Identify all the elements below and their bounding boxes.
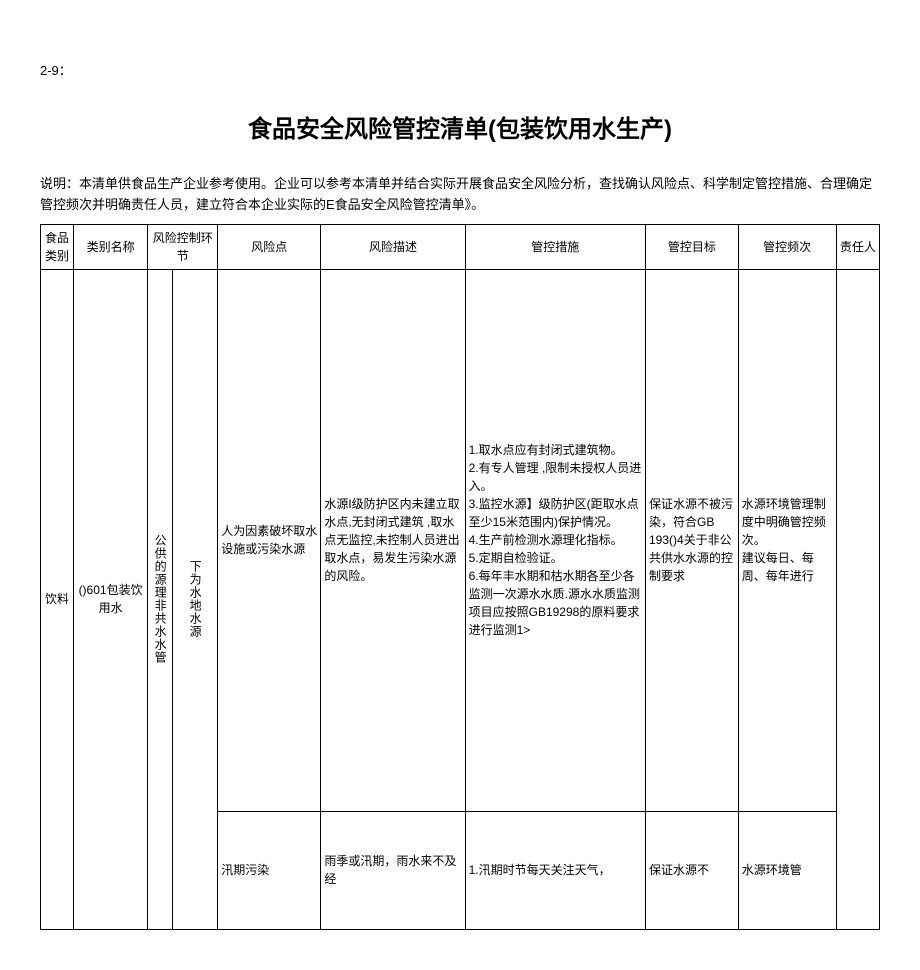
table-header-row: 食品类别 类别名称 风险控制环节 风险点 风险描述 管控措施 管控目标 管控频次… [41, 224, 880, 269]
header-risk-point: 风险点 [218, 224, 321, 269]
cell-control-freq: 水源环境管理制度中明确管控频次。 建议每日、每周、每年进行 [738, 269, 836, 811]
cell-control-freq: 水源环境管 [738, 811, 836, 929]
cell-risk-point: 人为因素破坏取水设施或污染水源 [218, 269, 321, 811]
cell-control-target: 保证水源不 [645, 811, 738, 929]
header-control-target: 管控目标 [645, 224, 738, 269]
cell-control-target: 保证水源不被污染，符合GB 193()4关于非公共供水水源的控制要求 [645, 269, 738, 811]
header-food-category: 食品类别 [41, 224, 74, 269]
header-control-measure: 管控措施 [465, 224, 645, 269]
cell-product-name: ()601包装饮用水 [73, 269, 147, 929]
cell-control-measure: 1.取水点应有封闭式建筑物。 2.有专人管理 ,限制未授权人员进入。 3.监控水… [465, 269, 645, 811]
header-responsible: 责任人 [836, 224, 879, 269]
risk-control-table: 食品类别 类别名称 风险控制环节 风险点 风险描述 管控措施 管控目标 管控频次… [40, 224, 880, 930]
table-row: 饮料 ()601包装饮用水 公供的源理非共水水管 下为水地水源 人为因素破坏取水… [41, 269, 880, 811]
header-control-freq: 管控频次 [738, 224, 836, 269]
cell-risk-desc: 水源I级防护区内未建立取水点,无封闭式建筑 ,取水点无监控,未控制人员进出取水点… [321, 269, 465, 811]
header-risk-desc: 风险描述 [321, 224, 465, 269]
document-title: 食品安全风险管控清单(包装饮用水生产) [40, 109, 880, 144]
cell-risk-point: 汛期污染 [218, 811, 321, 929]
cell-source-category: 公供的源理非共水水管 [148, 269, 173, 929]
cell-responsible [836, 269, 879, 929]
cell-risk-desc: 雨季或汛期，雨水来不及经 [321, 811, 465, 929]
document-description: 说明：本清单供食品生产企业参考使用。企业可以参考本清单并结合实际开展食品安全风险… [40, 174, 880, 216]
header-type-name: 类别名称 [73, 224, 147, 269]
cell-link-category: 下为水地水源 [172, 269, 217, 929]
cell-control-measure: 1.汛期时节每天关注天气， [465, 811, 645, 929]
page-reference: 2-9： [40, 60, 880, 79]
cell-food-category: 饮料 [41, 269, 74, 929]
header-risk-link: 风险控制环节 [148, 224, 218, 269]
